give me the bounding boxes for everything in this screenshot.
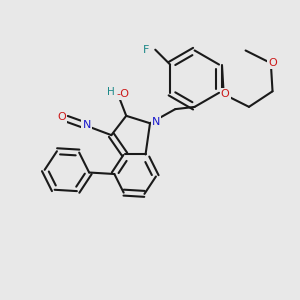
Text: O: O bbox=[221, 89, 230, 99]
Text: N: N bbox=[82, 120, 91, 130]
Text: O: O bbox=[268, 58, 277, 68]
Text: -O: -O bbox=[116, 88, 129, 98]
Text: H: H bbox=[106, 87, 114, 97]
Text: F: F bbox=[143, 45, 149, 55]
Text: O: O bbox=[57, 112, 66, 122]
Text: N: N bbox=[152, 117, 160, 127]
